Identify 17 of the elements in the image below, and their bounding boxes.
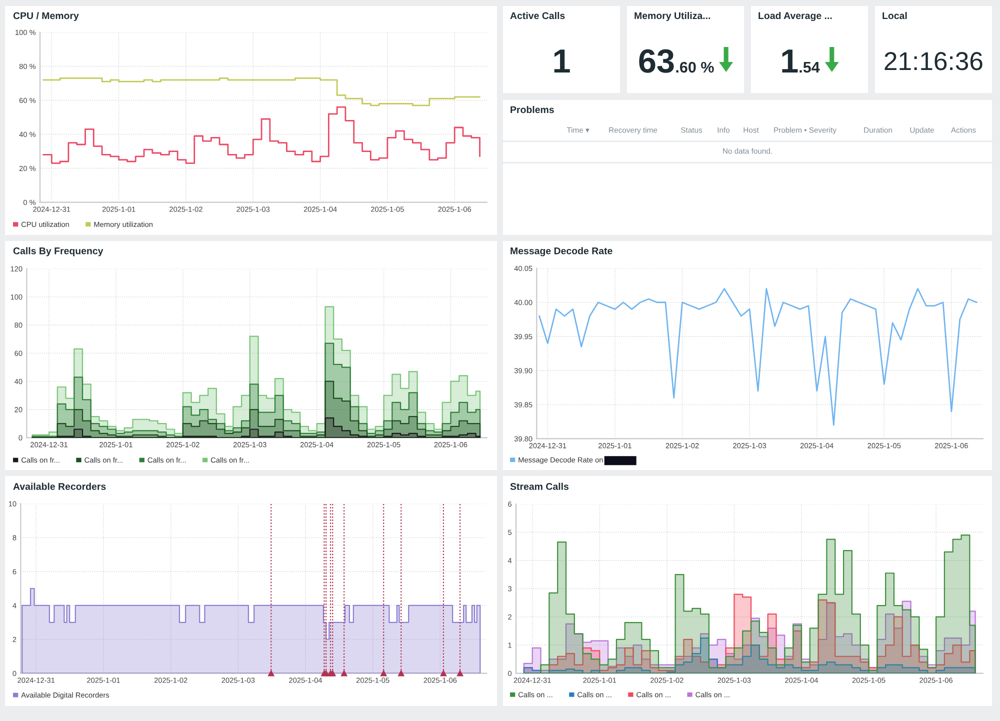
chart-title: Message Decode Rate <box>510 247 612 256</box>
chart-title: CPU / Memory <box>13 12 79 22</box>
text: Memory Utiliza... <box>634 12 710 22</box>
text: 1 <box>554 50 570 72</box>
text: 21:16:36 <box>884 52 982 70</box>
text: .60 % <box>676 62 714 73</box>
text: Active Calls <box>510 12 565 20</box>
text: 63 <box>639 49 674 73</box>
text: Local <box>882 12 907 20</box>
chart-title: Calls By Frequency <box>13 247 104 256</box>
text: .54 <box>800 62 820 73</box>
chart-title: Available Recorders <box>13 482 106 490</box>
text: 1 <box>782 50 798 72</box>
line-series <box>538 288 978 426</box>
text: Load Average ... <box>758 12 832 22</box>
chart-title: Stream Calls <box>510 482 569 490</box>
text: Problems <box>510 106 554 114</box>
